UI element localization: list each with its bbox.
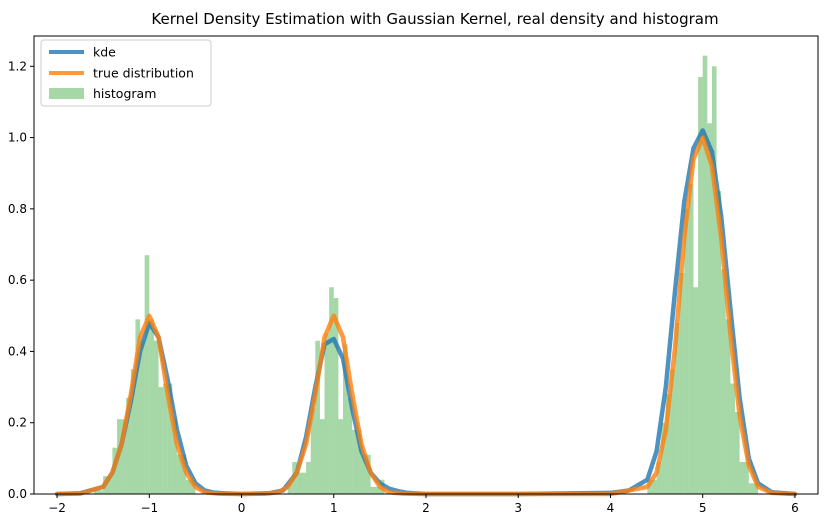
histogram-bar [287, 483, 293, 494]
histogram-bar [698, 76, 703, 494]
histogram-bar [347, 397, 353, 494]
histogram-bar [707, 123, 712, 494]
legend-label-kde: kde [93, 45, 116, 60]
histogram-bar [121, 419, 127, 494]
histogram-bar [144, 255, 150, 494]
histogram-bar [665, 394, 671, 494]
histogram-bar [352, 429, 362, 494]
plot-area [33, 35, 819, 497]
histogram-bar [306, 461, 311, 494]
chart-title: Kernel Density Estimation with Gaussian … [151, 10, 718, 28]
x-tick-label: 0 [238, 501, 246, 515]
histogram-bar [158, 387, 164, 494]
y-tick-label: 1.2 [8, 59, 27, 73]
histogram-bar [684, 208, 689, 494]
histogram-bar [716, 191, 722, 495]
histogram-bar [167, 383, 173, 494]
histogram-bar [647, 479, 657, 494]
histogram-bar [315, 340, 320, 494]
histogram-bars [93, 55, 759, 495]
histogram-bar [130, 369, 136, 494]
histogram-bar [361, 454, 371, 494]
series-line-true-distribution [54, 135, 798, 497]
histogram-bar [163, 383, 168, 494]
histogram-bar [93, 490, 104, 494]
x-tick-label: 1 [330, 501, 338, 515]
y-axis: 0.0 0.2 0.4 0.6 0.8 1.0 1.2 [8, 59, 34, 501]
legend-label-histogram: histogram [93, 86, 156, 101]
y-tick-label: 0.8 [8, 202, 27, 216]
histogram-bar [670, 369, 676, 494]
x-tick-label: −1 [140, 501, 158, 515]
histogram-bar [679, 273, 685, 494]
histogram-bar [734, 412, 740, 494]
y-tick-label: 0.6 [8, 273, 27, 287]
plot-background [34, 36, 818, 494]
y-tick-label: 1.0 [8, 131, 27, 145]
histogram-bar [370, 486, 380, 494]
histogram-bar [319, 419, 325, 494]
y-tick-label: 0.0 [8, 487, 27, 501]
histogram-bar [103, 476, 113, 494]
x-tick-label: −2 [48, 501, 66, 515]
histogram-bar [176, 454, 187, 494]
histogram-bar [149, 319, 154, 494]
histogram-bar [661, 422, 666, 494]
histogram-bar [739, 461, 749, 494]
y-tick-label: 0.2 [8, 416, 27, 430]
x-tick-label: 6 [791, 501, 799, 515]
histogram-bar [656, 461, 662, 494]
histogram-bar [126, 397, 131, 494]
density-lines [54, 128, 798, 497]
y-tick-label: 0.4 [8, 344, 27, 358]
histogram-bar [748, 483, 759, 494]
histogram-bar [140, 340, 145, 494]
histogram-bar [702, 55, 708, 494]
x-tick-label: 2 [422, 501, 430, 515]
histogram-bar [333, 297, 339, 494]
histogram-bar [688, 183, 694, 494]
legend-swatch-histogram [49, 88, 84, 99]
histogram-bar [324, 333, 330, 494]
histogram-bar [186, 479, 196, 494]
histogram-bar [172, 419, 177, 494]
histogram-bar [153, 340, 159, 494]
legend-label-true-distribution: true distribution [93, 66, 194, 81]
histogram-bar [338, 419, 343, 494]
histogram-bar [721, 269, 726, 494]
histogram-bar [711, 66, 717, 495]
legend-box [40, 39, 212, 107]
histogram-bar [135, 319, 141, 494]
x-axis: −2 −1 0 1 2 3 4 5 6 [48, 494, 799, 515]
x-tick-label: 3 [514, 501, 522, 515]
histogram-bar [693, 287, 699, 494]
histogram-bar [296, 472, 307, 494]
histogram-bar [329, 287, 334, 494]
histogram-bar [725, 319, 731, 494]
x-tick-label: 4 [607, 501, 615, 515]
legend: kde true distribution histogram [40, 39, 212, 107]
x-tick-label: 5 [699, 501, 707, 515]
histogram-bar [342, 344, 348, 494]
histogram-bar [730, 383, 735, 494]
histogram-bar [675, 322, 680, 494]
histogram-bar [310, 408, 316, 494]
